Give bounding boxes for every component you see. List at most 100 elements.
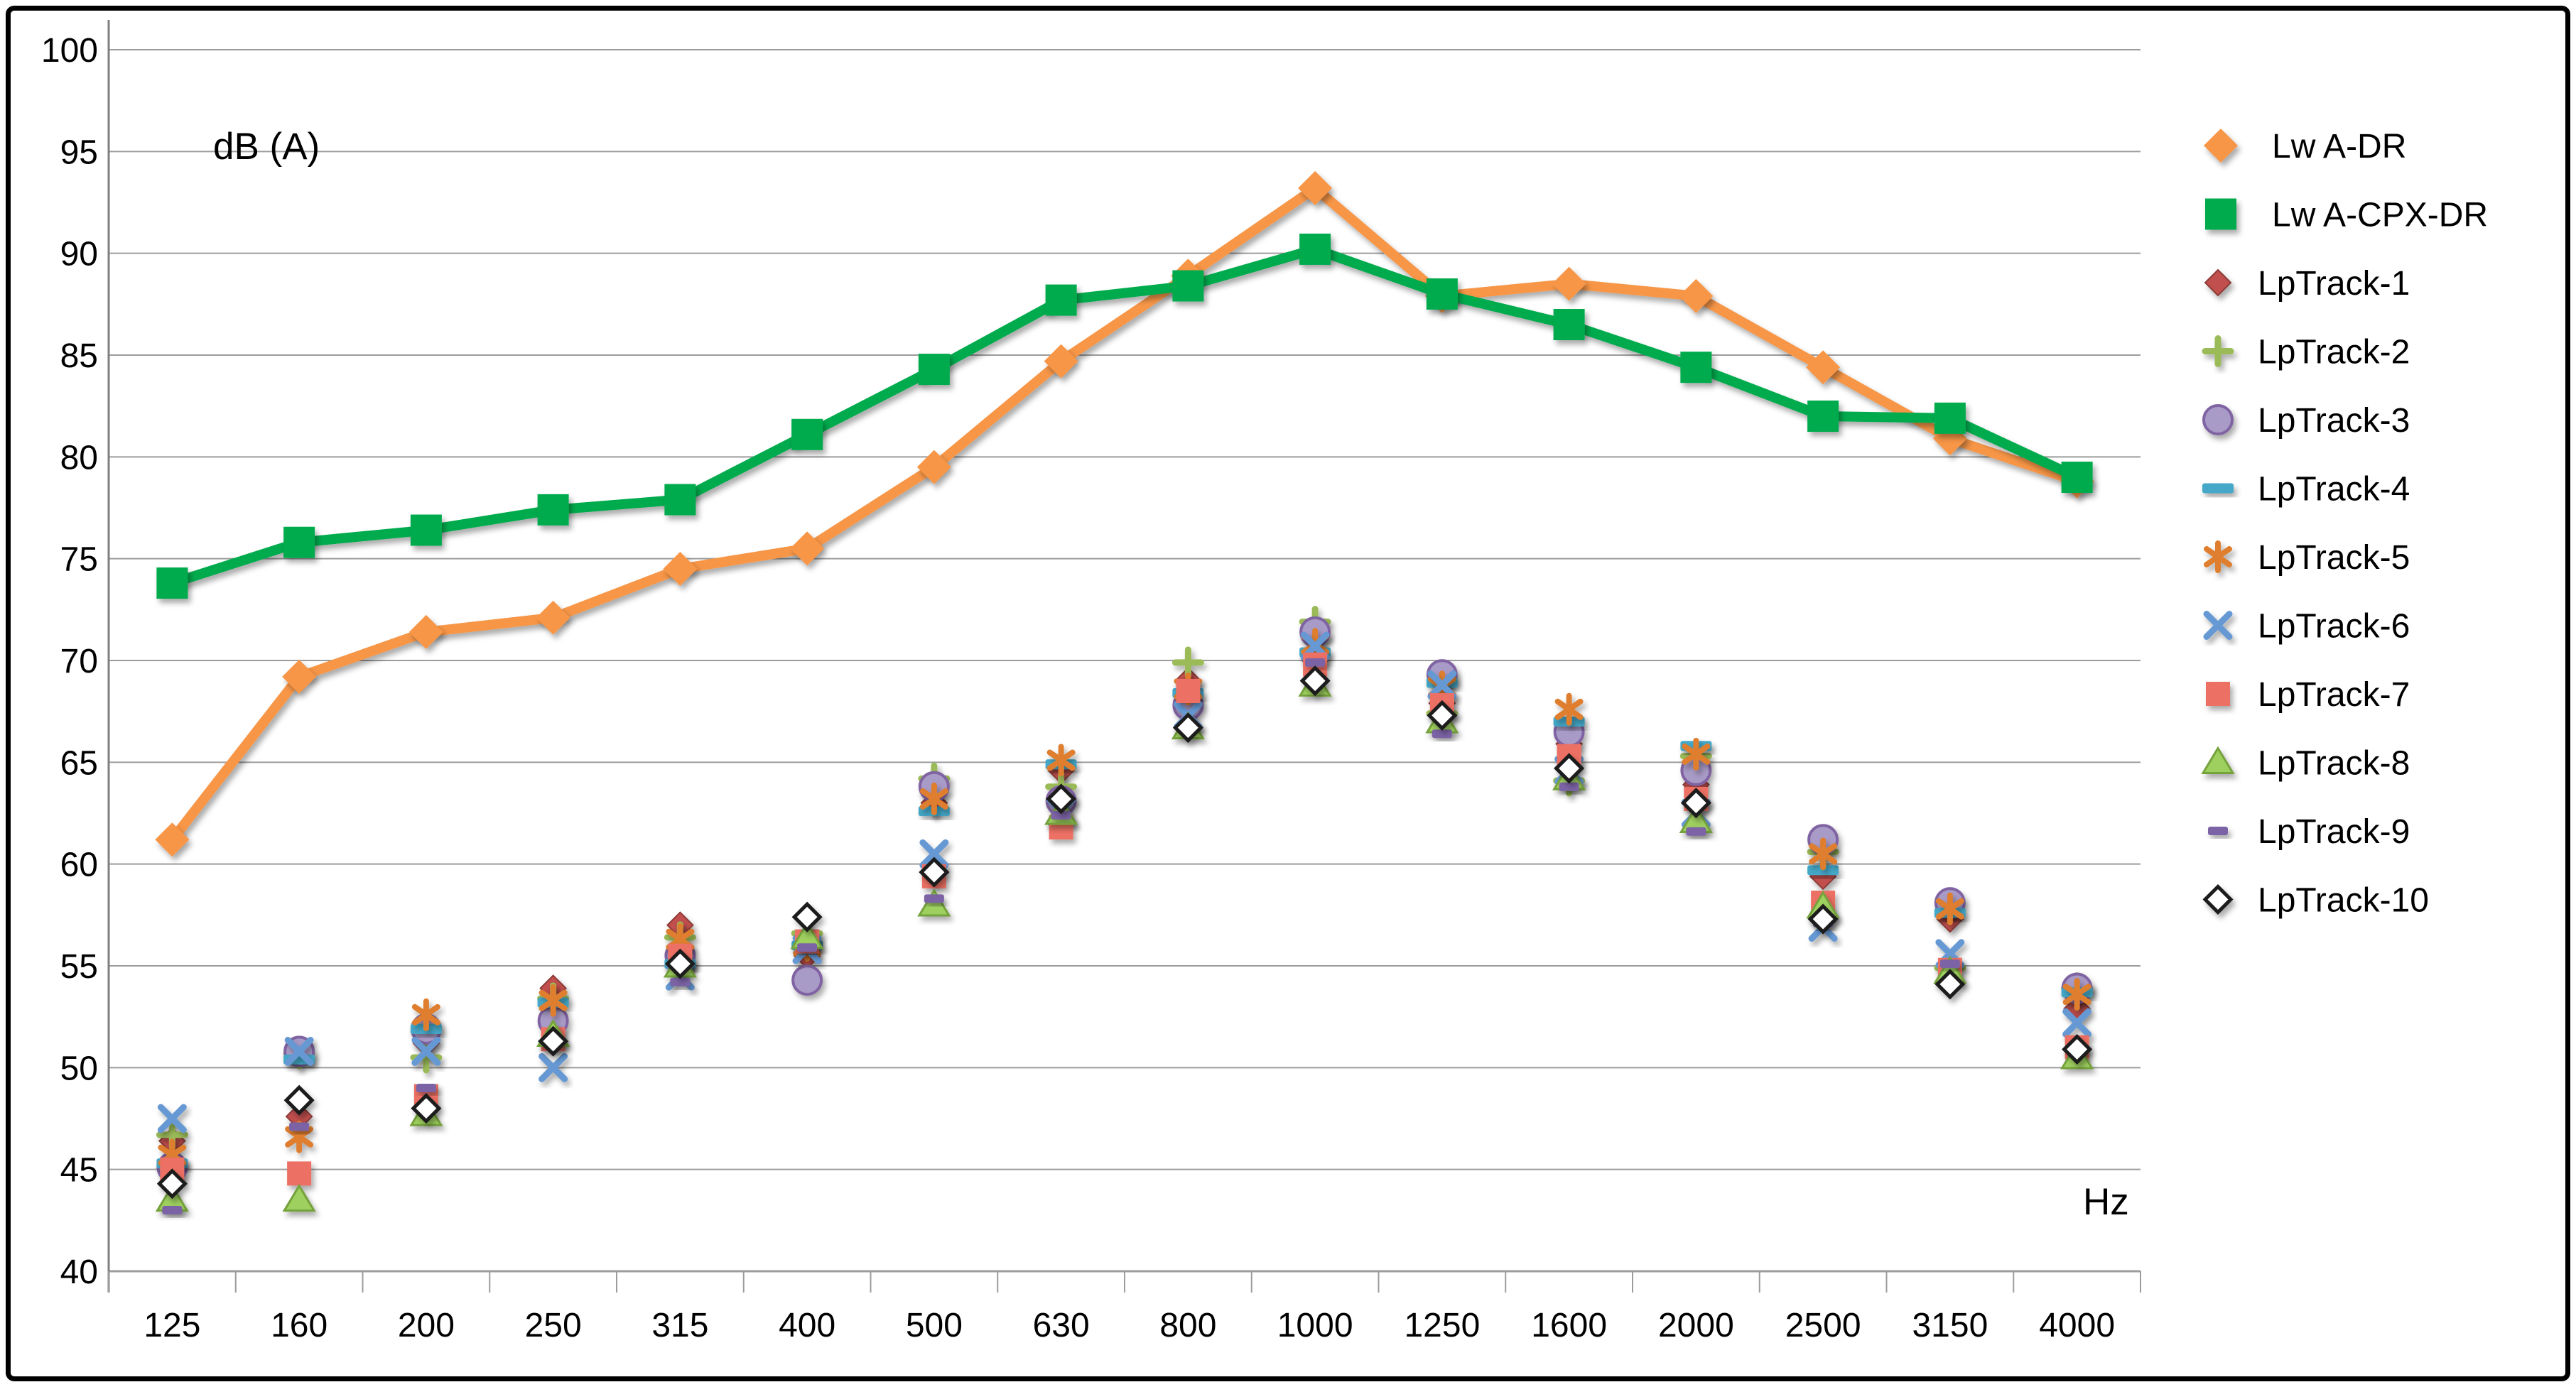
legend-item-LpTrack-10[interactable]: LpTrack-10 (2202, 882, 2429, 920)
series-LpTrack-8[interactable] (155, 668, 2094, 1212)
plot-series[interactable] (155, 170, 2094, 1214)
legend-label: LpTrack-4 (2258, 471, 2410, 508)
x-tick-label: 1250 (1404, 1307, 1480, 1344)
marker (1559, 782, 1579, 791)
marker (2202, 483, 2234, 494)
series-Lw-A-DR[interactable] (155, 170, 2094, 857)
marker (2204, 540, 2232, 573)
marker (287, 1161, 312, 1186)
series-Lw-A-CPX-DR[interactable] (156, 233, 2093, 599)
x-tick-label: 250 (525, 1307, 582, 1344)
series-LpTrack-10[interactable] (156, 665, 2093, 1200)
marker-stroke (157, 1104, 187, 1133)
marker-stroke (539, 1053, 568, 1082)
marker (924, 894, 944, 903)
marker (2062, 1033, 2093, 1065)
series-LpTrack-2[interactable] (156, 606, 2094, 1151)
marker (664, 948, 696, 979)
legend-label: LpTrack-5 (2258, 539, 2410, 577)
marker (1553, 309, 1585, 340)
legend-item-LpTrack-1[interactable]: LpTrack-1 (2204, 265, 2410, 303)
series-LpTrack-3[interactable] (156, 616, 2093, 1183)
legend-label: LpTrack-9 (2258, 813, 2410, 851)
marker (1427, 670, 1457, 700)
legend-item-LpTrack-7[interactable]: LpTrack-7 (2206, 676, 2410, 714)
marker-stroke (284, 1036, 314, 1066)
marker-stroke (1935, 898, 1964, 920)
legend-item-LpTrack-2[interactable]: LpTrack-2 (2202, 334, 2410, 371)
marker (919, 782, 948, 815)
marker (2206, 682, 2230, 706)
marker (2203, 611, 2233, 640)
marker (1680, 788, 1711, 819)
marker (1934, 969, 1966, 1000)
marker-stroke (2062, 1008, 2092, 1038)
marker (1172, 712, 1203, 744)
legend-label: LpTrack-7 (2258, 676, 2410, 714)
marker-stroke (411, 1036, 441, 1066)
series-LpTrack-1[interactable] (158, 646, 2091, 1155)
marker (1552, 266, 1586, 301)
y-tick-label: 90 (60, 236, 98, 273)
axes (107, 20, 2141, 1293)
y-tick-label: 55 (60, 948, 98, 986)
legend-item-Lw-A-CPX-DR[interactable]: Lw A-CPX-DR (2175, 197, 2488, 234)
legend-item-Lw-A-DR[interactable]: Lw A-DR (2175, 128, 2406, 165)
series-LpTrack-9[interactable] (162, 658, 2087, 1214)
marker (1554, 692, 1584, 726)
x-tick-label: 200 (398, 1307, 455, 1344)
marker (537, 494, 569, 526)
y-tick-label: 60 (60, 847, 98, 884)
x-tick-label: 800 (1159, 1307, 1216, 1344)
marker (663, 552, 698, 586)
marker (791, 418, 823, 450)
marker (2204, 268, 2232, 297)
series-LpTrack-6[interactable] (157, 631, 2092, 1133)
series-LpTrack-5[interactable] (158, 628, 2091, 1172)
series-LpTrack-4[interactable] (156, 647, 2093, 1169)
marker (1045, 284, 1077, 316)
marker (2202, 883, 2234, 915)
marker (919, 839, 949, 869)
marker-stroke (2204, 546, 2232, 567)
y-tick-label: 75 (60, 541, 98, 579)
legend-item-LpTrack-9[interactable]: LpTrack-9 (2208, 813, 2410, 851)
legend-item-LpTrack-6[interactable]: LpTrack-6 (2203, 608, 2410, 646)
y-axis-title: dB (A) (213, 126, 320, 168)
marker (791, 901, 823, 932)
marker (162, 1206, 183, 1214)
marker (1680, 352, 1712, 384)
marker-stroke (2062, 984, 2091, 1006)
x-tick-label: 160 (271, 1307, 328, 1344)
legend-label: LpTrack-3 (2258, 402, 2410, 440)
legend-label: LpTrack-2 (2258, 334, 2410, 371)
legend[interactable]: Lw A-DR Lw A-CPX-DR LpTrack-1 LpTrack-2 LpTr… (2175, 128, 2488, 920)
marker-stroke (919, 839, 949, 869)
axis-labels: 100 95 90 85 80 75 70 65 60 55 50 45 40 125 160 200 250 3… (41, 32, 2129, 1344)
x-tick-label: 1000 (1277, 1307, 1353, 1344)
marker (2201, 746, 2235, 774)
legend-item-LpTrack-8[interactable]: LpTrack-8 (2201, 745, 2410, 783)
marker (411, 998, 440, 1031)
marker (284, 1036, 314, 1066)
marker (2204, 129, 2238, 163)
series-line (167, 244, 2082, 589)
y-tick-label: 50 (60, 1050, 98, 1087)
y-tick-label: 95 (60, 134, 98, 171)
legend-item-LpTrack-5[interactable]: LpTrack-5 (2204, 539, 2410, 577)
marker (1809, 837, 1838, 871)
marker (1051, 810, 1071, 820)
series-line (167, 183, 2082, 845)
marker (2202, 404, 2234, 435)
legend-item-LpTrack-3[interactable]: LpTrack-3 (2202, 402, 2410, 440)
legend-item-LpTrack-4[interactable]: LpTrack-4 (2202, 471, 2410, 508)
marker (1046, 744, 1076, 777)
x-tick-label: 4000 (2039, 1307, 2115, 1344)
marker (1046, 783, 1077, 815)
series-LpTrack-7[interactable] (160, 652, 2089, 1186)
marker (1934, 402, 1966, 434)
legend-label: LpTrack-10 (2258, 882, 2429, 920)
marker (1305, 658, 1326, 667)
marker (2062, 1008, 2092, 1038)
